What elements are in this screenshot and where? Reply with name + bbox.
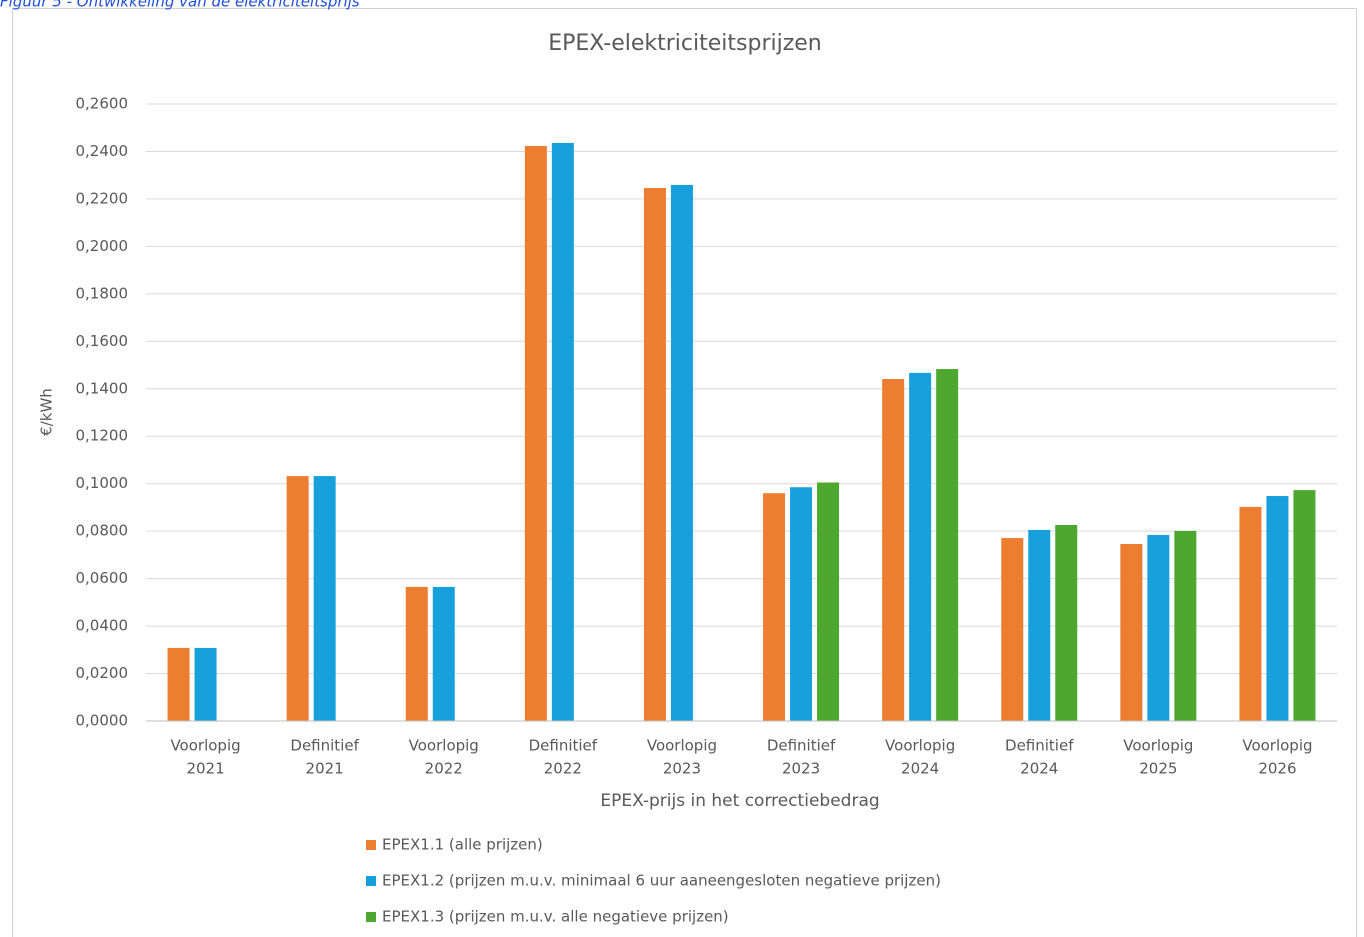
y-axis-title: €/kWh <box>38 388 56 436</box>
x-tick-label: Definitief <box>290 737 359 755</box>
x-tick-label: Definitief <box>529 737 598 755</box>
x-tick-label: 2024 <box>1020 760 1058 778</box>
legend-label: EPEX1.2 (prijzen m.u.v. minimaal 6 uur a… <box>382 872 941 890</box>
x-tick-label: Definitief <box>1005 737 1074 755</box>
bar <box>405 586 428 721</box>
bar <box>670 184 693 721</box>
legend-swatch <box>366 840 376 850</box>
legend-swatch <box>366 912 376 922</box>
y-tick-label: 0,0200 <box>76 664 129 682</box>
chart-title: EPEX-elektriciteitsprijzen <box>548 31 822 56</box>
y-tick-label: 0,0400 <box>76 617 129 635</box>
y-tick-label: 0,1000 <box>76 474 129 492</box>
legend-label: EPEX1.3 (prijzen m.u.v. alle negatieve p… <box>382 908 729 926</box>
caption: Figuur 5 - Ontwikkeling van de elektrici… <box>0 0 360 11</box>
x-tick-label: Voorlopig <box>1123 737 1193 755</box>
bar <box>1239 506 1262 721</box>
x-tick-label: 2025 <box>1139 760 1177 778</box>
x-tick-label: 2026 <box>1258 760 1296 778</box>
legend-label: EPEX1.1 (alle prijzen) <box>382 836 543 854</box>
bar <box>551 142 574 721</box>
y-tick-label: 0,2000 <box>76 237 129 255</box>
bar <box>909 372 932 721</box>
y-tick-label: 0,1400 <box>76 379 129 397</box>
bar <box>1028 529 1051 721</box>
x-tick-label: 2024 <box>901 760 939 778</box>
bar <box>1120 543 1143 721</box>
bar <box>194 647 217 721</box>
x-tick-label: Voorlopig <box>170 737 240 755</box>
y-tick-label: 0,1600 <box>76 332 129 350</box>
legend-swatch <box>366 876 376 886</box>
y-tick-label: 0,2200 <box>76 189 129 207</box>
bar <box>524 146 547 721</box>
y-tick-label: 0,0600 <box>76 569 129 587</box>
bar <box>763 493 786 721</box>
x-tick-label: Voorlopig <box>885 737 955 755</box>
bar <box>286 476 309 721</box>
x-tick-label: 2021 <box>306 760 344 778</box>
x-tick-label: Definitief <box>767 737 836 755</box>
bar <box>790 487 813 721</box>
bar <box>817 482 840 721</box>
x-tick-label: Voorlopig <box>647 737 717 755</box>
x-tick-label: Voorlopig <box>1242 737 1312 755</box>
bar <box>313 476 336 721</box>
bar <box>643 188 666 721</box>
bar <box>1055 524 1078 721</box>
x-tick-label: Voorlopig <box>409 737 479 755</box>
bar <box>432 586 455 721</box>
bar <box>882 379 905 721</box>
x-tick-label: 2022 <box>425 760 463 778</box>
y-tick-label: 0,0800 <box>76 522 129 540</box>
y-tick-label: 0,1200 <box>76 427 129 445</box>
x-tick-label: 2023 <box>663 760 701 778</box>
x-tick-label: 2022 <box>544 760 582 778</box>
y-tick-label: 0,0000 <box>76 712 129 730</box>
y-tick-label: 0,2600 <box>76 95 129 113</box>
x-tick-label: 2023 <box>782 760 820 778</box>
bar <box>936 369 959 721</box>
bar <box>1147 534 1170 721</box>
bar <box>1174 530 1197 721</box>
bar <box>1293 490 1316 721</box>
bar <box>167 647 190 721</box>
y-tick-label: 0,1800 <box>76 284 129 302</box>
x-tick-label: 2021 <box>186 760 224 778</box>
x-axis-title: EPEX-prijs in het correctiebedrag <box>600 791 879 811</box>
bar <box>1001 538 1024 721</box>
bar <box>1266 496 1289 721</box>
y-tick-label: 0,2400 <box>76 142 129 160</box>
